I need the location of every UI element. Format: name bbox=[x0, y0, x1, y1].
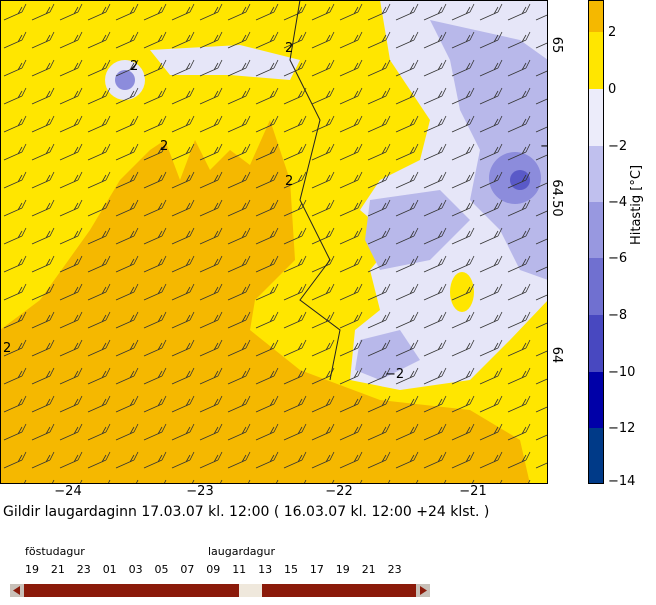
hour-label[interactable]: 17 bbox=[310, 563, 324, 576]
map: 2 2 2 2 2 −2 −2 bbox=[0, 0, 559, 484]
contour-label: −2 bbox=[385, 367, 404, 382]
colorbar-tick: −4 bbox=[608, 195, 627, 210]
colorbar-tick: −8 bbox=[608, 308, 627, 323]
hour-label[interactable]: 01 bbox=[103, 563, 117, 576]
colorbar-tick: 0 bbox=[608, 82, 616, 97]
hour-label[interactable]: 05 bbox=[155, 563, 169, 576]
contour-label: 2 bbox=[160, 139, 168, 154]
colorbar-tick: 2 bbox=[608, 25, 616, 40]
caption: Gildir laugardaginn 17.03.07 kl. 12:00 (… bbox=[3, 504, 489, 520]
hour-label[interactable]: 11 bbox=[232, 563, 246, 576]
map-frame bbox=[0, 0, 548, 484]
contour-label: 2 bbox=[285, 174, 293, 189]
contour-label: −2 bbox=[540, 139, 559, 154]
lat-label: 64 bbox=[549, 347, 564, 364]
lon-label: −21 bbox=[459, 484, 486, 499]
lat-label: 65 bbox=[549, 37, 564, 54]
hour-label[interactable]: 23 bbox=[77, 563, 91, 576]
timeline: föstudagur laugardagur 19 21 23 01 03 05 07 09 1… bbox=[10, 545, 430, 597]
colorbar-tick: −12 bbox=[608, 421, 635, 436]
hour-label[interactable]: 21 bbox=[51, 563, 65, 576]
hour-label[interactable]: 09 bbox=[206, 563, 220, 576]
colorbar-label: Hitastig [°C] bbox=[629, 165, 644, 245]
colorbar: 2 0 −2 −4 −6 −8 −10 −12 −14 Hitastig [°C… bbox=[588, 0, 644, 489]
contour-label: 2 bbox=[285, 41, 293, 56]
colorbar-tick: −14 bbox=[608, 474, 635, 489]
colorbar-tick: −2 bbox=[608, 139, 627, 154]
hour-label[interactable]: 07 bbox=[180, 563, 194, 576]
contour-label: 2 bbox=[130, 59, 138, 74]
hour-label[interactable]: 19 bbox=[336, 563, 350, 576]
hour-label[interactable]: 19 bbox=[25, 563, 39, 576]
hour-label[interactable]: 13 bbox=[258, 563, 272, 576]
day-label: laugardagur bbox=[208, 545, 275, 558]
colorbar-tick: −10 bbox=[608, 365, 635, 380]
hour-label[interactable]: 21 bbox=[362, 563, 376, 576]
hour-label[interactable]: 03 bbox=[129, 563, 143, 576]
lon-label: −23 bbox=[186, 484, 213, 499]
lon-label: −22 bbox=[325, 484, 352, 499]
lon-axis: −24 −23 −22 −21 bbox=[54, 484, 486, 499]
day-label: föstudagur bbox=[25, 545, 85, 558]
lon-label: −24 bbox=[54, 484, 81, 499]
slider-handle[interactable] bbox=[239, 584, 262, 597]
hour-label[interactable]: 23 bbox=[388, 563, 402, 576]
lat-label: 64.50 bbox=[549, 179, 564, 216]
hour-label[interactable]: 15 bbox=[284, 563, 298, 576]
colorbar-tick: −6 bbox=[608, 251, 627, 266]
contour-label: 2 bbox=[3, 341, 11, 356]
timeline-bar[interactable] bbox=[10, 584, 430, 597]
